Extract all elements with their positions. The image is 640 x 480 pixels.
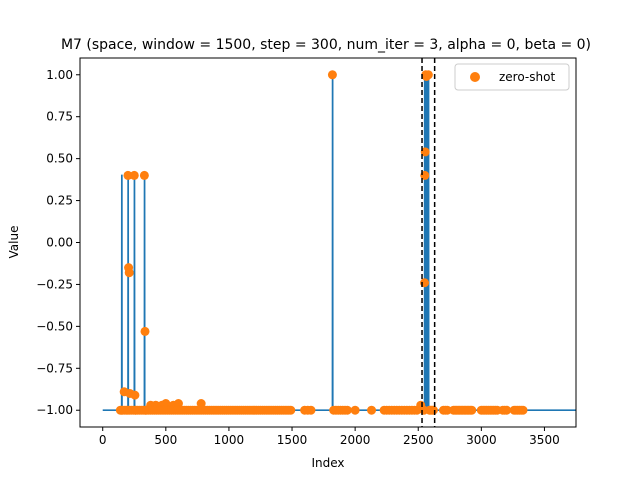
- y-tick-label: 1.00: [46, 68, 73, 82]
- y-tick-label: −0.75: [36, 361, 73, 375]
- legend-label-zero-shot: zero-shot: [499, 70, 555, 84]
- x-tick-label: 500: [154, 433, 177, 447]
- x-tick-label: 1000: [214, 433, 245, 447]
- scatter-point: [123, 170, 133, 180]
- scatter-point: [428, 405, 438, 415]
- y-tick-label: −1.00: [36, 403, 73, 417]
- y-tick-label: −0.25: [36, 277, 73, 291]
- chart-title: M7 (space, window = 1500, step = 300, nu…: [61, 37, 591, 53]
- scatter-point: [423, 70, 433, 80]
- legend-marker: [470, 72, 480, 82]
- axes-frame: [79, 57, 577, 428]
- scatter-point: [327, 70, 337, 80]
- scatter-point: [140, 326, 150, 336]
- scatter-point: [350, 405, 360, 415]
- scatter-point: [129, 170, 139, 180]
- legend: zero-shot: [454, 63, 570, 91]
- y-tick-label: 0.50: [46, 152, 73, 166]
- x-axis-label: Index: [311, 456, 344, 470]
- scatter-point: [306, 405, 316, 415]
- scatter-point: [130, 390, 140, 400]
- x-tick-label: 2500: [403, 433, 434, 447]
- scatter-point: [518, 405, 528, 415]
- y-tick-label: 0.25: [46, 194, 73, 208]
- series-line-0: [102, 73, 576, 412]
- plot-area: [102, 58, 576, 427]
- x-tick-label: 3000: [466, 433, 497, 447]
- y-axis: −1.00 −0.75 −0.50 −0.25 0.00 0.25 0.50 0.75 1.00: [36, 68, 80, 417]
- scatter-point: [502, 405, 512, 415]
- y-axis-label: Value: [7, 226, 21, 259]
- y-tick-label: 0.00: [46, 236, 73, 250]
- x-axis: 0 500 1000 1500 2000 2500 3000 3500: [99, 427, 560, 447]
- scatter-point: [139, 170, 149, 180]
- scatter-point: [342, 405, 352, 415]
- scatter-point: [467, 405, 477, 415]
- x-tick-label: 3500: [529, 433, 560, 447]
- scatter-point: [442, 405, 452, 415]
- scatter-point: [286, 405, 296, 415]
- y-tick-label: 0.75: [46, 110, 73, 124]
- x-tick-label: 1500: [277, 433, 308, 447]
- y-tick-label: −0.50: [36, 319, 73, 333]
- scatter-point: [124, 268, 134, 278]
- scatter-point: [420, 147, 430, 157]
- scatter-point: [367, 405, 377, 415]
- x-tick-label: 0: [99, 433, 107, 447]
- legend-frame: [454, 63, 570, 91]
- x-tick-label: 2000: [340, 433, 371, 447]
- scatter-point: [412, 405, 422, 415]
